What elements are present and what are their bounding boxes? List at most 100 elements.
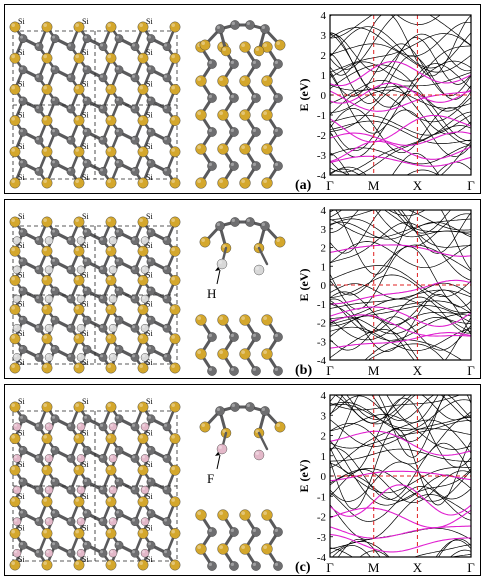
carbon-atom — [18, 446, 28, 455]
silicon-atom — [195, 177, 207, 189]
carbon-atom-highlight — [84, 510, 87, 514]
silicon-atom-highlight — [139, 434, 143, 439]
silicon-atom — [105, 333, 117, 345]
hydrogen-atom — [76, 294, 86, 304]
carbon-atom — [207, 366, 217, 376]
x-tick-label: M — [368, 178, 380, 193]
carbon-atom-highlight — [252, 94, 256, 98]
band-line — [330, 395, 471, 421]
atom-label-si: Si — [82, 270, 89, 279]
carbon-atom — [162, 323, 172, 333]
hydrogen-atom-highlight — [14, 237, 17, 241]
silicon-atom — [169, 245, 181, 257]
carbon-atom-highlight — [52, 346, 55, 350]
carbon-atom — [273, 59, 283, 69]
band-line — [330, 461, 471, 502]
carbon-atom-highlight — [148, 479, 151, 482]
silicon-atom-highlight — [171, 529, 175, 534]
carbon-atom — [114, 34, 124, 43]
band-line-highlight — [330, 314, 471, 337]
carbon-atom-highlight — [116, 288, 119, 291]
silicon-atom-highlight — [171, 179, 175, 183]
silicon-atom — [261, 543, 273, 555]
silicon-atom-highlight — [255, 244, 259, 248]
carbon-atom — [114, 540, 124, 550]
silicon-atom — [217, 348, 229, 360]
silicon-atom-highlight — [11, 218, 15, 222]
carbon-atom-highlight — [164, 354, 167, 358]
silicon-atom — [105, 433, 117, 444]
carbon-atom-highlight — [148, 98, 151, 101]
carbon-atom-highlight — [36, 43, 39, 47]
silicon-atom-highlight — [139, 54, 143, 59]
silicon-atom — [169, 401, 181, 413]
hydrogen-atom-highlight — [78, 267, 81, 270]
hydrogen-atom — [44, 236, 54, 245]
atom-label-si: Si — [82, 397, 89, 406]
carbon-atom — [34, 294, 44, 304]
carbon-atom-highlight — [100, 423, 103, 427]
carbon-atom — [146, 286, 156, 296]
carbon-atom-highlight — [36, 455, 39, 459]
carbon-atom-highlight — [36, 266, 39, 270]
silicon-atom-highlight — [171, 54, 175, 59]
silicon-atom-highlight — [43, 561, 47, 565]
silicon-atom-highlight — [107, 466, 111, 471]
silicon-atom — [9, 527, 21, 539]
carbon-atom-highlight — [148, 229, 151, 233]
carbon-atom — [114, 344, 124, 354]
carbon-atom — [130, 73, 140, 83]
atom-label-si: Si — [146, 17, 153, 26]
silicon-atom-highlight — [11, 54, 15, 59]
carbon-atom-highlight — [148, 288, 151, 291]
carbon-atom-highlight — [20, 288, 23, 291]
fluorine-atom-highlight — [142, 550, 146, 554]
silicon-atom — [9, 115, 21, 127]
y-tick-label: 3 — [321, 30, 327, 42]
fluorine-atom-highlight — [78, 487, 81, 490]
adsorbate-label: H — [207, 286, 216, 301]
carbon-atom — [162, 166, 172, 176]
fluorine-atom — [44, 422, 54, 431]
carbon-atom — [215, 406, 225, 416]
carbon-atom — [130, 422, 140, 432]
fluorine-atom-highlight — [46, 487, 49, 490]
carbon-atom-highlight — [230, 367, 234, 371]
fluorine-atom — [140, 422, 150, 431]
y-tick-label: -3 — [317, 150, 327, 162]
atom-label-si: Si — [82, 241, 89, 250]
carbon-atom-highlight — [100, 487, 103, 490]
silicon-atom-highlight — [171, 335, 175, 339]
silicon-atom — [41, 115, 53, 127]
silicon-atom — [195, 143, 207, 155]
silicon-atom — [9, 52, 21, 64]
carbon-atom — [98, 454, 108, 463]
silicon-atom-highlight — [241, 316, 245, 320]
carbon-atom-highlight — [116, 317, 119, 321]
hydrogen-atom — [108, 323, 118, 333]
carbon-atom-highlight — [84, 479, 87, 482]
x-tick-label: M — [368, 560, 380, 575]
silicon-atom — [169, 527, 181, 539]
band-line — [340, 395, 471, 424]
carbon-atom-highlight — [148, 415, 151, 419]
carbon-atom — [34, 548, 44, 558]
silicon-atom — [41, 52, 53, 64]
carbon-atom — [50, 414, 60, 424]
panel-c: Si Si Si Si Si Si Si Si Si Si Si Si Si Si Si Si Si Si F 4 3 2… — [4, 384, 481, 576]
silicon-atom — [195, 543, 207, 555]
atom-label-si: Si — [146, 460, 153, 469]
carbon-atom-highlight — [36, 106, 39, 109]
carbon-atom-highlight — [100, 237, 103, 241]
silicon-atom — [9, 559, 21, 571]
silicon-atom-highlight — [43, 148, 47, 152]
silicon-atom — [105, 304, 117, 316]
hydrogen-atom — [216, 258, 228, 270]
silicon-atom — [169, 177, 181, 189]
fluorine-atom — [140, 548, 150, 558]
hydrogen-atom — [140, 323, 150, 333]
carbon-atom-highlight — [20, 66, 23, 70]
carbon-atom — [82, 344, 92, 354]
silicon-atom-highlight — [263, 77, 267, 81]
atom-label-si: Si — [82, 173, 89, 182]
